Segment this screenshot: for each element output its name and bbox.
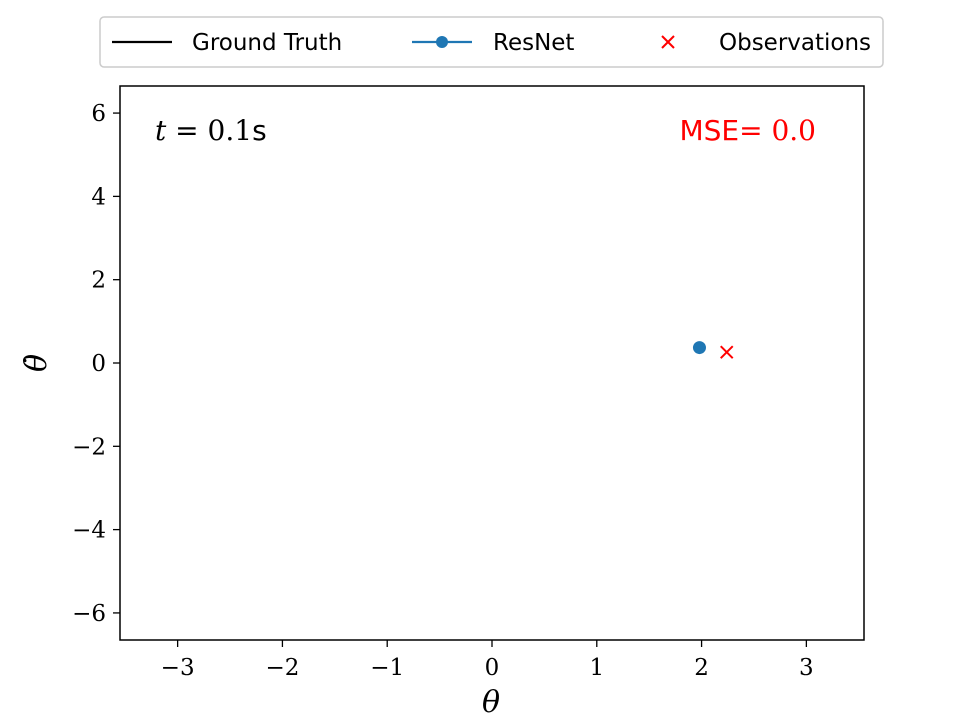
time-equals: = bbox=[166, 114, 207, 147]
y-tick-label: −6 bbox=[72, 601, 106, 627]
y-tick-label: −2 bbox=[72, 434, 106, 460]
legend-observations-marker bbox=[661, 35, 675, 49]
time-annotation: t = 0.1s bbox=[155, 114, 267, 147]
time-variable: t bbox=[155, 114, 167, 147]
y-axis-ticks: −6 −4 −2 0 2 4 6 bbox=[72, 101, 120, 627]
observation-point bbox=[720, 345, 734, 359]
y-tick-label: 6 bbox=[91, 101, 106, 127]
mse-equals: = bbox=[739, 114, 771, 147]
x-tick-label: −2 bbox=[265, 655, 299, 681]
x-axis-label: θ bbox=[482, 685, 500, 720]
x-tick-label: 1 bbox=[589, 655, 604, 681]
plot-area bbox=[119, 85, 865, 641]
y-tick-label: 4 bbox=[91, 184, 106, 210]
data-marks bbox=[692, 341, 734, 359]
mse-annotation: MSE= 0.0 bbox=[679, 114, 816, 147]
x-axis-ticks: −3 −2 −1 0 1 2 3 bbox=[161, 640, 814, 681]
resnet-point bbox=[692, 341, 706, 355]
mse-label: MSE bbox=[679, 114, 739, 147]
x-tick-label: −1 bbox=[370, 655, 404, 681]
legend-resnet-marker bbox=[436, 36, 448, 48]
x-tick-label: 3 bbox=[799, 655, 814, 681]
legend: Ground Truth ResNet Observations bbox=[99, 16, 884, 68]
legend-observations-label: Observations bbox=[719, 30, 871, 56]
time-unit: s bbox=[252, 114, 267, 147]
legend-resnet-label: ResNet bbox=[493, 30, 574, 56]
legend-frame bbox=[99, 16, 884, 68]
time-value: 0.1 bbox=[208, 114, 253, 147]
y-axis-label: θ̇ bbox=[19, 354, 54, 372]
x-tick-label: −3 bbox=[161, 655, 195, 681]
x-tick-label: 0 bbox=[485, 655, 500, 681]
x-tick-label: 2 bbox=[694, 655, 709, 681]
y-tick-label: 0 bbox=[91, 351, 106, 377]
y-tick-label: 2 bbox=[91, 268, 106, 294]
mse-value: 0.0 bbox=[771, 114, 816, 147]
legend-ground-truth-label: Ground Truth bbox=[192, 30, 342, 56]
y-tick-label: −4 bbox=[72, 518, 106, 544]
